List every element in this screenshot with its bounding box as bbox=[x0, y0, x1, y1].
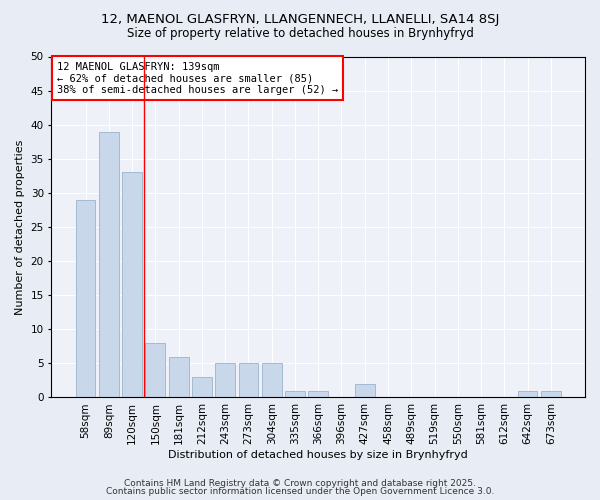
Text: Contains public sector information licensed under the Open Government Licence 3.: Contains public sector information licen… bbox=[106, 487, 494, 496]
Bar bbox=[76, 200, 95, 398]
X-axis label: Distribution of detached houses by size in Brynhyfryd: Distribution of detached houses by size … bbox=[169, 450, 468, 460]
Bar bbox=[145, 343, 165, 398]
Bar bbox=[541, 390, 561, 398]
Bar bbox=[308, 390, 328, 398]
Bar bbox=[169, 356, 188, 398]
Bar bbox=[99, 132, 119, 398]
Bar bbox=[285, 390, 305, 398]
Bar bbox=[355, 384, 374, 398]
Bar bbox=[122, 172, 142, 398]
Y-axis label: Number of detached properties: Number of detached properties bbox=[15, 140, 25, 314]
Text: Contains HM Land Registry data © Crown copyright and database right 2025.: Contains HM Land Registry data © Crown c… bbox=[124, 478, 476, 488]
Text: Size of property relative to detached houses in Brynhyfryd: Size of property relative to detached ho… bbox=[127, 28, 473, 40]
Bar bbox=[518, 390, 538, 398]
Text: 12, MAENOL GLASFRYN, LLANGENNECH, LLANELLI, SA14 8SJ: 12, MAENOL GLASFRYN, LLANGENNECH, LLANEL… bbox=[101, 12, 499, 26]
Bar bbox=[239, 364, 259, 398]
Bar bbox=[215, 364, 235, 398]
Text: 12 MAENOL GLASFRYN: 139sqm
← 62% of detached houses are smaller (85)
38% of semi: 12 MAENOL GLASFRYN: 139sqm ← 62% of deta… bbox=[57, 62, 338, 95]
Bar bbox=[192, 377, 212, 398]
Bar bbox=[262, 364, 281, 398]
